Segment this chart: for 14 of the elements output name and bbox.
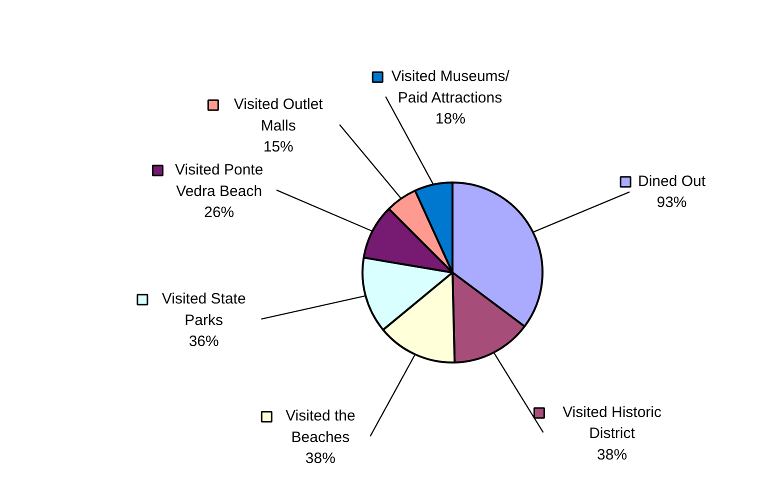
data-label: 36%	[188, 333, 219, 350]
legend-label: Visited the Beaches	[286, 408, 356, 446]
data-label: 38%	[597, 446, 628, 464]
legend-label: Visited Ponte Vedra Beach	[175, 162, 264, 200]
data-label: 93%	[656, 194, 687, 212]
legend-label: Visited Historic District	[562, 404, 662, 442]
data-label: 18%	[435, 110, 466, 128]
legend-label: Visited Museums/ Paid Attractions	[391, 68, 510, 106]
legend-label: Dined Out	[638, 172, 706, 190]
legend-label: Visited Outlet Malls	[234, 96, 324, 134]
data-label: 38%	[305, 450, 336, 468]
legend-label: Visited State Parks	[162, 290, 246, 329]
data-label: 15%	[263, 138, 294, 156]
data-label: 26%	[204, 204, 234, 222]
